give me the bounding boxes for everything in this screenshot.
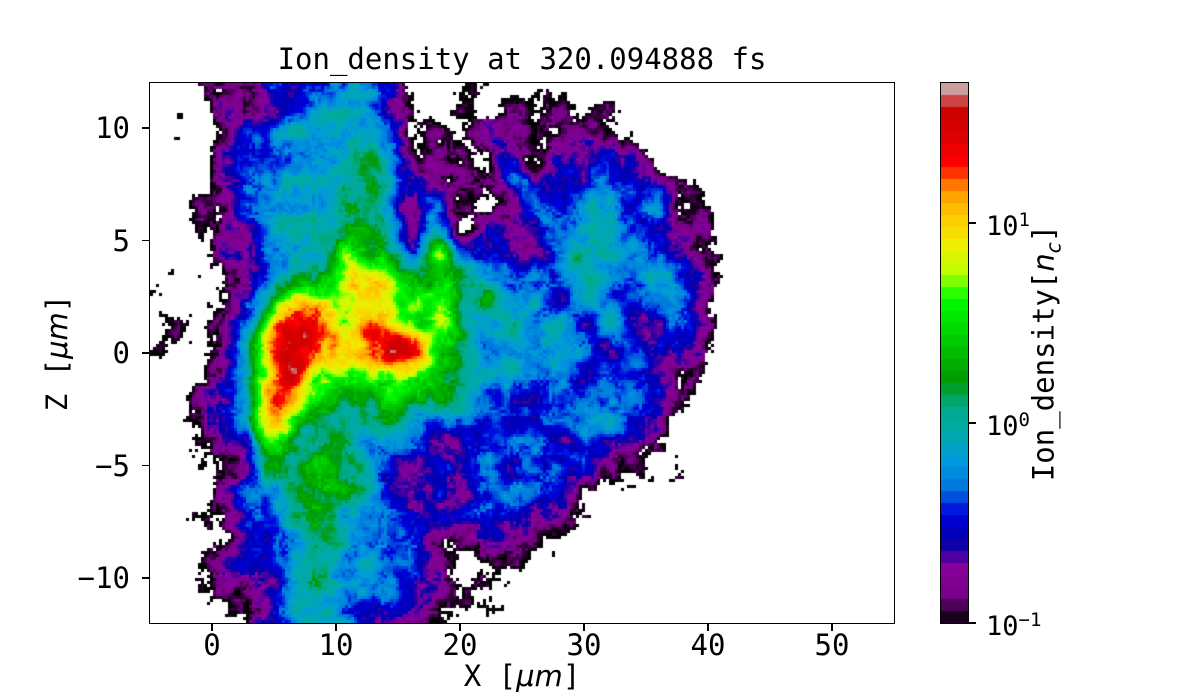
y-tick-mark (142, 577, 149, 579)
x-tick-mark (583, 624, 585, 631)
colorbar-tick-label: 10−1 (986, 609, 1042, 642)
x-tick-label: 40 (690, 628, 726, 662)
y-axis-label: Z [μm] (40, 295, 74, 412)
colorbar-label-sub: c (1041, 242, 1066, 254)
colorbar-tick-base: 10 (986, 411, 1019, 442)
plot-area (149, 82, 895, 624)
colorbar-tick-exponent: −1 (1018, 609, 1042, 631)
colorbar-tick-mark (969, 622, 976, 624)
y-tick-label: 5 (112, 223, 130, 258)
x-tick-label: 30 (566, 628, 602, 662)
y-tick-mark (142, 352, 149, 354)
x-tick-mark (459, 624, 461, 631)
colorbar-tick-label: 101 (986, 209, 1030, 242)
colorbar-tick-mark (969, 222, 976, 224)
colorbar-tick-exponent: 0 (1018, 409, 1030, 431)
x-tick-label: 10 (318, 628, 354, 662)
x-tick-label: 50 (814, 628, 850, 662)
colorbar-tick-base: 10 (986, 611, 1019, 642)
colorbar-label-text: Ion_density[ (1026, 271, 1061, 482)
y-axis-label-text: Z [ (40, 358, 74, 412)
y-axis-label-close: ] (40, 294, 74, 313)
y-tick-mark (142, 127, 149, 129)
colorbar-label-var: n (1026, 253, 1061, 272)
colorbar-tick-mark (969, 422, 976, 424)
x-axis-label: X [μm] (150, 659, 894, 693)
colorbar-tick-exponent: 1 (1018, 209, 1030, 231)
y-axis-label-math: μm (40, 312, 74, 359)
y-tick-label: −10 (77, 561, 130, 595)
y-tick-mark (142, 464, 149, 467)
heatmap-canvas (150, 83, 894, 623)
x-tick-label: 0 (203, 628, 221, 662)
y-tick-label: −5 (95, 448, 130, 483)
colorbar-canvas (941, 83, 968, 623)
x-axis-label-text: X [ (463, 659, 517, 693)
x-axis-label-math: μm (516, 659, 563, 693)
x-axis-label-close: ] (562, 659, 581, 693)
y-tick-label: 10 (95, 111, 130, 145)
x-tick-label: 20 (442, 628, 478, 662)
chart-title: Ion_density at 320.094888 fs (277, 42, 767, 76)
x-tick-mark (831, 624, 833, 631)
x-tick-mark (707, 624, 709, 631)
colorbar-label-close: ] (1026, 224, 1061, 243)
colorbar (940, 82, 969, 624)
colorbar-tick-label: 100 (986, 409, 1030, 442)
colorbar-tick-base: 10 (986, 211, 1019, 242)
x-tick-mark (211, 624, 213, 631)
y-tick-mark (142, 239, 149, 242)
x-tick-mark (335, 624, 337, 631)
colorbar-label: Ion_density[nc] (1027, 225, 1066, 481)
y-tick-label: 0 (112, 336, 130, 370)
